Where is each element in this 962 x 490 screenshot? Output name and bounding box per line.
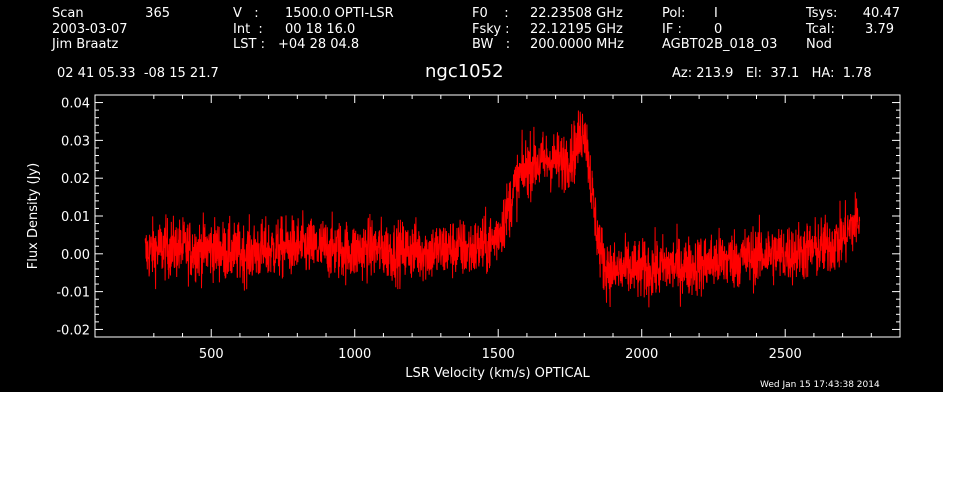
velocity-value: 1500.0 OPTI-LSR (285, 6, 394, 21)
source-name: ngc1052 (425, 61, 504, 82)
plot-panel: Scan 365 2003-03-07 Jim Braatz V : 1500.… (0, 0, 943, 392)
integration-label: Int : (233, 22, 263, 37)
lst-value: +04 28 04.8 (278, 37, 360, 52)
y-tick-label: 0.03 (61, 134, 90, 149)
project-id: AGBT02B_018_03 (662, 37, 778, 52)
bandwidth-label: BW : (472, 37, 511, 52)
if-value: 0 (714, 22, 723, 37)
y-tick-label: -0.02 (56, 323, 90, 338)
plot-timestamp: Wed Jan 15 17:43:38 2014 (760, 380, 880, 390)
tcal-value: 3.79 (865, 22, 894, 37)
observer-name: Jim Braatz (52, 37, 119, 52)
polarization-label: Pol: (662, 6, 686, 21)
scan-label: Scan (52, 6, 84, 21)
x-tick-label: 1500 (482, 347, 515, 362)
x-tick-label: 1000 (338, 347, 371, 362)
integration-value: 00 18 16.0 (285, 22, 356, 37)
obs-date: 2003-03-07 (52, 22, 128, 37)
y-tick-label: 0.00 (61, 248, 90, 263)
rest-frequency-label: F0 : (472, 6, 509, 21)
y-tick-label: 0.04 (61, 97, 90, 112)
if-label: IF : (662, 22, 682, 37)
y-tick-label: 0.01 (61, 210, 90, 225)
tcal-label: Tcal: (806, 22, 835, 37)
scan-value: 365 (145, 6, 170, 21)
axis-layer: 500 1000 1500 2000 2500 -0.02 -0.01 0.00 0.01 0.0… (56, 95, 900, 362)
spectrum-line (144, 110, 861, 308)
y-axis-label: Flux Density (Jy) (26, 163, 41, 269)
y-tick-label: 0.02 (61, 172, 90, 187)
obs-mode: Nod (806, 37, 832, 52)
sky-frequency-value: 22.12195 GHz (530, 22, 623, 37)
lst-label: LST : (233, 37, 265, 52)
velocity-label: V : (233, 6, 259, 21)
source-coordinates: 02 41 05.33 -08 15 21.7 (57, 66, 219, 81)
spectrum-chart: 500 1000 1500 2000 2500 -0.02 -0.01 0.00 0.01 0.0… (26, 94, 901, 381)
pointing-info: Az: 213.9 El: 37.1 HA: 1.78 (672, 66, 872, 81)
tsys-value: 40.47 (862, 6, 900, 21)
spectrum-layer (144, 110, 861, 308)
polarization-value: I (714, 6, 718, 21)
x-tick-label: 2000 (625, 347, 658, 362)
x-tick-label: 500 (199, 347, 224, 362)
bandwidth-value: 200.0000 MHz (530, 37, 624, 52)
sky-frequency-label: Fsky : (472, 22, 510, 37)
tsys-label: Tsys: (806, 6, 838, 21)
x-axis-label: LSR Velocity (km/s) OPTICAL (405, 366, 590, 381)
x-tick-label: 2500 (769, 347, 802, 362)
rest-frequency-value: 22.23508 GHz (530, 6, 623, 21)
y-tick-label: -0.01 (56, 286, 90, 301)
plot-frame (94, 94, 901, 338)
